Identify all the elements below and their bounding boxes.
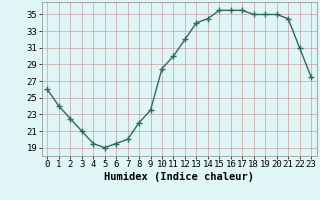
X-axis label: Humidex (Indice chaleur): Humidex (Indice chaleur): [104, 172, 254, 182]
